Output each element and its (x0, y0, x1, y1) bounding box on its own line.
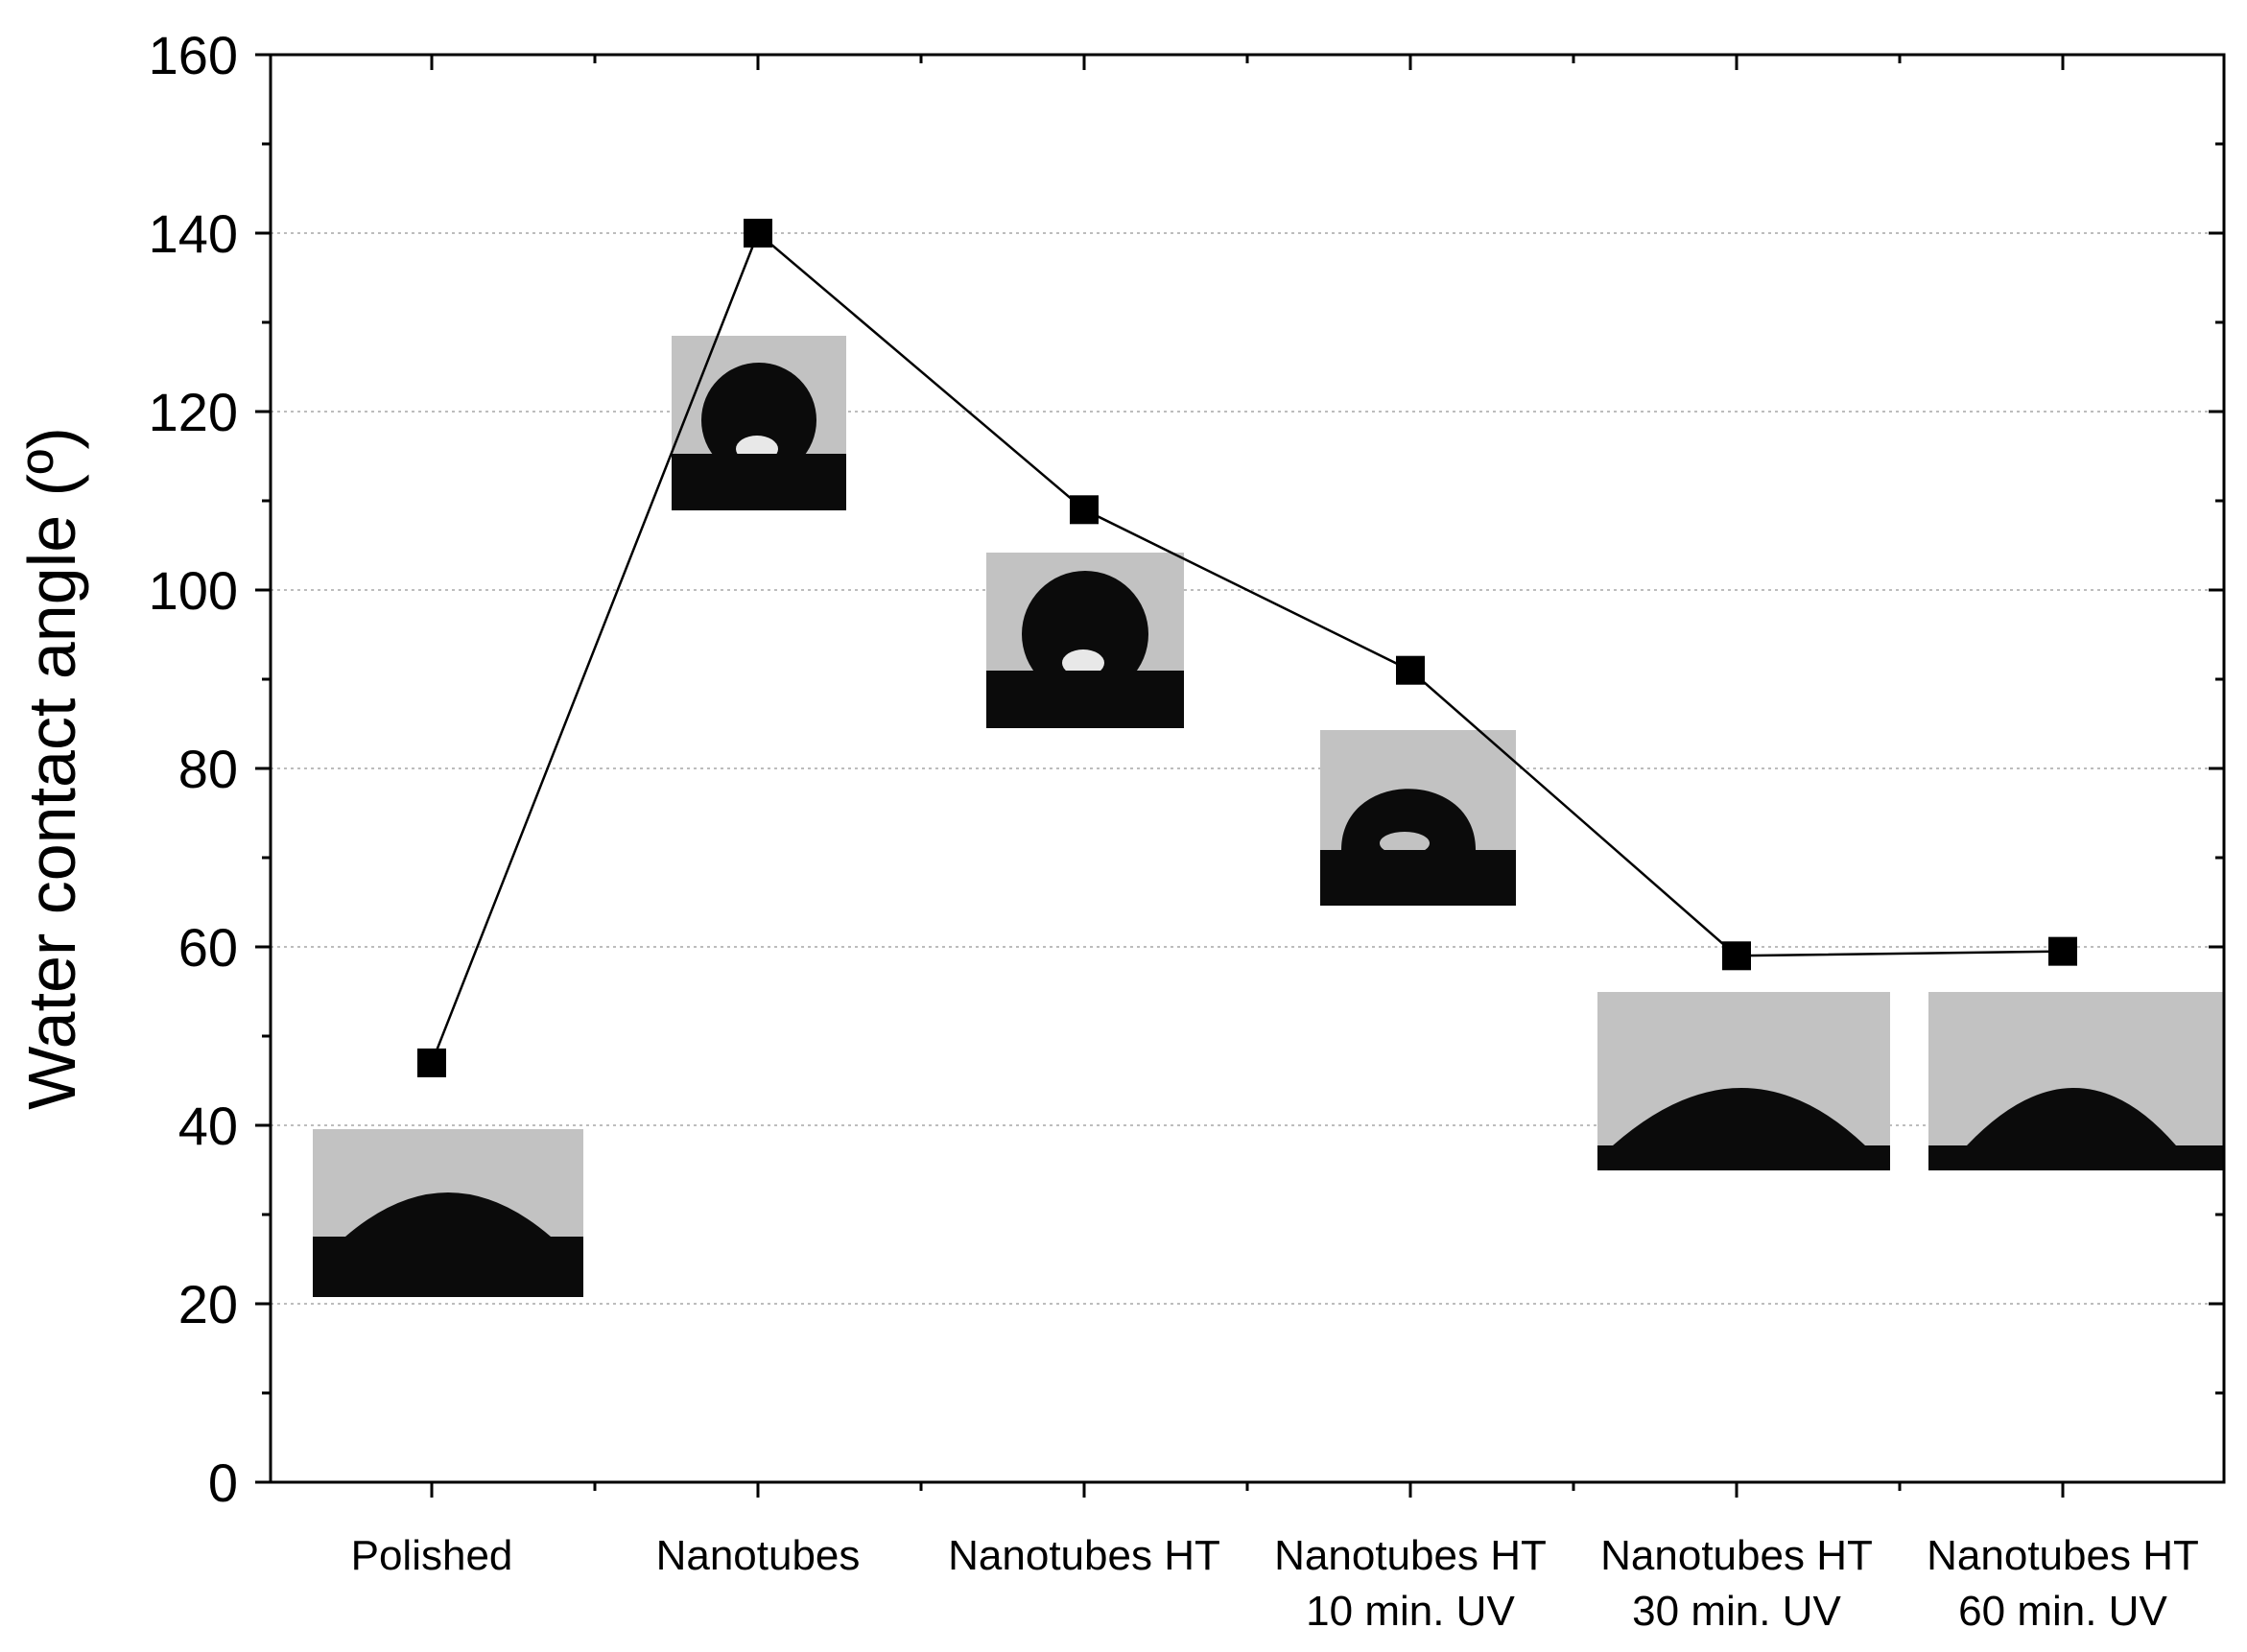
photo-substrate (986, 671, 1184, 728)
y-tick-label: 120 (149, 382, 238, 442)
x-tick-label: 30 min. UV (1632, 1588, 1841, 1635)
droplet-photo-2 (986, 553, 1184, 728)
x-tick-label: Nanotubes HT (1274, 1532, 1547, 1579)
droplet-shape (1022, 571, 1148, 697)
x-tick-label: 10 min. UV (1306, 1588, 1515, 1635)
photo-substrate (1320, 850, 1516, 906)
photo-substrate (1928, 1145, 2224, 1170)
photo-substrate (1597, 1145, 1890, 1170)
x-tick-label: Polished (351, 1532, 513, 1579)
droplet-photo-3 (1320, 730, 1516, 906)
data-point (744, 219, 772, 248)
droplet-shape (1613, 1088, 1865, 1145)
droplet-shape (1967, 1088, 2176, 1145)
y-tick-label: 100 (149, 560, 238, 621)
droplet-photo-5 (1928, 992, 2224, 1170)
y-tick-label: 20 (178, 1274, 238, 1334)
x-tick-label: Nanotubes HT (948, 1532, 1220, 1579)
droplet-highlight (1380, 832, 1430, 855)
x-tick-label: Nanotubes HT (1927, 1532, 2199, 1579)
droplet-photo-1 (672, 336, 846, 510)
x-tick-label: Nanotubes (656, 1532, 861, 1579)
droplet-highlight (1062, 649, 1104, 676)
data-point (2048, 936, 2077, 966)
photo-substrate (313, 1237, 583, 1297)
y-tick-label: 160 (149, 25, 238, 85)
droplet-photo-0 (313, 1129, 583, 1297)
y-tick-label: 140 (149, 203, 238, 264)
y-tick-label: 0 (208, 1452, 238, 1513)
photo-substrate (672, 454, 846, 510)
plot-frame (269, 53, 2226, 1484)
droplet-shape (701, 363, 816, 478)
data-point (1396, 655, 1425, 685)
data-point (417, 1048, 446, 1077)
droplet-photo-4 (1597, 992, 1890, 1170)
data-point (1722, 941, 1751, 971)
y-axis-label: Water contact angle (º) (14, 427, 89, 1110)
x-tick-label: Nanotubes HT (1600, 1532, 1873, 1579)
x-tick-label: 60 min. UV (1958, 1588, 2167, 1635)
y-tick-label: 80 (178, 739, 238, 799)
series-line (430, 230, 2064, 1064)
y-tick-label: 60 (178, 917, 238, 978)
droplet-shape (1341, 789, 1476, 850)
droplet-shape (345, 1192, 551, 1237)
data-point (1070, 495, 1099, 525)
y-tick-label: 40 (178, 1096, 238, 1156)
